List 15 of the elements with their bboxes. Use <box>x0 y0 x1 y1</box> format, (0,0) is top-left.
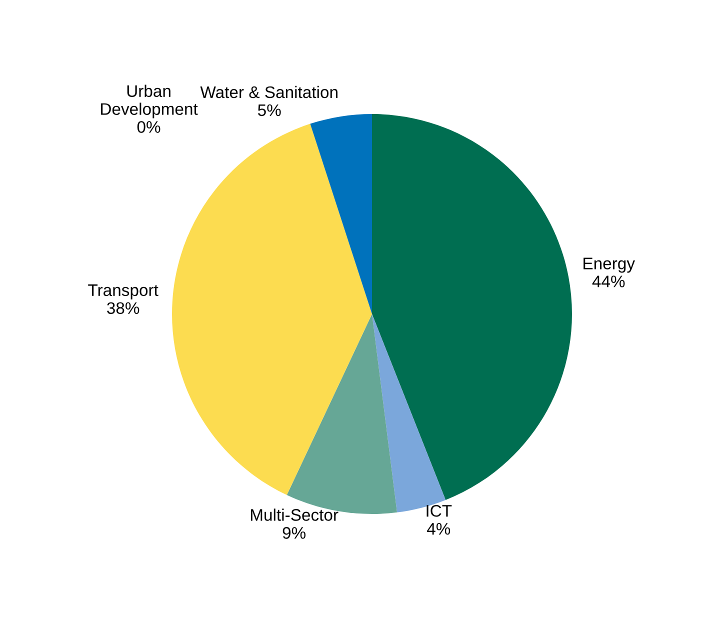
slice-label: Multi-Sector <box>250 508 338 521</box>
data-label: 4% <box>426 523 450 535</box>
slice-label: ICT <box>426 504 452 517</box>
data-label: 38% <box>107 302 140 314</box>
slice-label: Transport <box>88 284 158 300</box>
data-label: 5% <box>258 104 281 116</box>
slice-label: Water & Sanitation <box>200 86 338 98</box>
data-label: 9% <box>282 527 306 539</box>
category-label: Urban Development <box>101 84 198 118</box>
pie-slice <box>172 124 372 495</box>
data-label: 44% <box>592 276 625 288</box>
pie-slice <box>372 114 572 500</box>
pie-slice <box>310 114 372 314</box>
text: 0% <box>137 121 160 133</box>
slice-label: Energy <box>584 258 635 273</box>
